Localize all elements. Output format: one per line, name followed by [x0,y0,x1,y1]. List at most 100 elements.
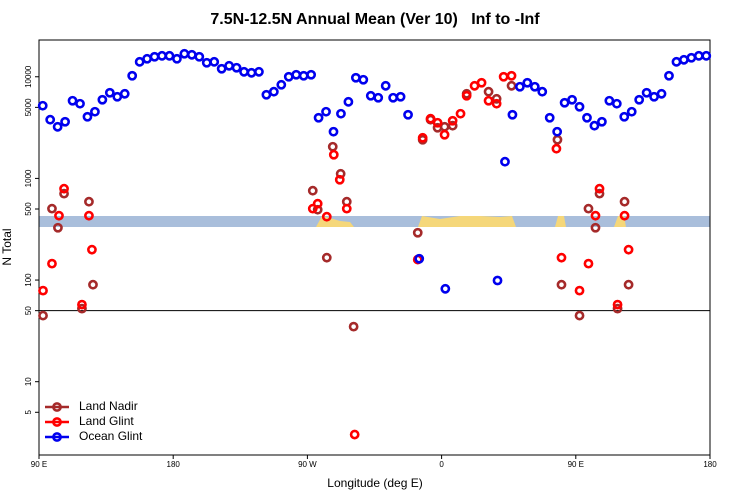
point [365,90,376,101]
point [491,98,502,109]
point [45,114,56,125]
point [500,156,510,167]
y-tick-label: 5 [24,410,33,415]
y-tick-label: 100 [24,273,33,287]
point [679,54,689,65]
point [216,63,227,74]
point [574,310,585,321]
point [334,174,345,185]
point [291,69,302,80]
point [611,98,622,109]
point [87,244,97,255]
point [52,121,63,132]
point [157,50,167,61]
point [634,94,645,105]
point [321,106,331,117]
land-mask-strip [39,216,710,227]
point [529,81,540,92]
legend-marker [52,417,62,427]
series [38,80,634,332]
point [172,53,182,64]
point [476,77,487,88]
point [47,203,57,214]
point [583,203,594,214]
point [38,310,48,321]
y-tick-label: 5000 [24,98,33,116]
point [583,258,594,269]
point [312,198,323,209]
point [186,49,197,60]
point [209,56,220,67]
y-tick-label: 50 [24,306,33,315]
point [552,126,563,137]
point [37,100,48,111]
point [321,211,332,222]
point [77,303,87,314]
point [373,92,384,103]
point [412,227,423,238]
point [179,48,190,59]
y-tick-label: 10000 [24,65,33,88]
point [336,108,346,119]
point [432,117,443,128]
point [307,185,318,196]
point [522,77,533,88]
x-tick-label: 0 [439,460,444,469]
point [84,210,94,221]
point [47,258,57,269]
point [395,91,406,102]
point [483,86,494,97]
point [506,70,517,81]
point [417,132,428,143]
point [693,50,704,61]
point [626,106,637,117]
point [447,120,458,131]
point [90,106,100,117]
series [38,70,634,440]
point [506,80,517,91]
point [514,81,525,92]
point [201,57,212,68]
point [127,70,138,81]
point [104,87,115,98]
point [349,429,360,440]
point [84,196,94,207]
point [594,183,605,194]
point [142,53,153,64]
point [641,87,652,98]
point [552,134,563,145]
point [551,143,562,154]
point [604,95,615,106]
point [261,89,272,100]
point [556,279,567,290]
point [82,111,93,122]
point [556,252,567,263]
x-tick-label: 180 [167,460,181,469]
point [671,56,682,67]
point [149,51,160,62]
point [224,60,235,71]
point [38,285,48,296]
point [414,253,425,264]
point [134,56,145,67]
point [612,303,623,314]
legend-label: Ocean Glint [79,429,143,443]
legend-marker [52,432,62,442]
point [306,69,317,80]
point [619,111,630,122]
point [194,51,205,62]
point [596,116,607,127]
point [567,94,577,105]
point [97,94,108,105]
point [88,279,98,290]
point [619,196,630,207]
point [559,97,570,108]
point [343,96,354,107]
point [439,129,450,140]
point [350,72,361,83]
point [53,222,63,233]
point [461,90,472,101]
point [246,67,257,78]
point [664,70,674,81]
